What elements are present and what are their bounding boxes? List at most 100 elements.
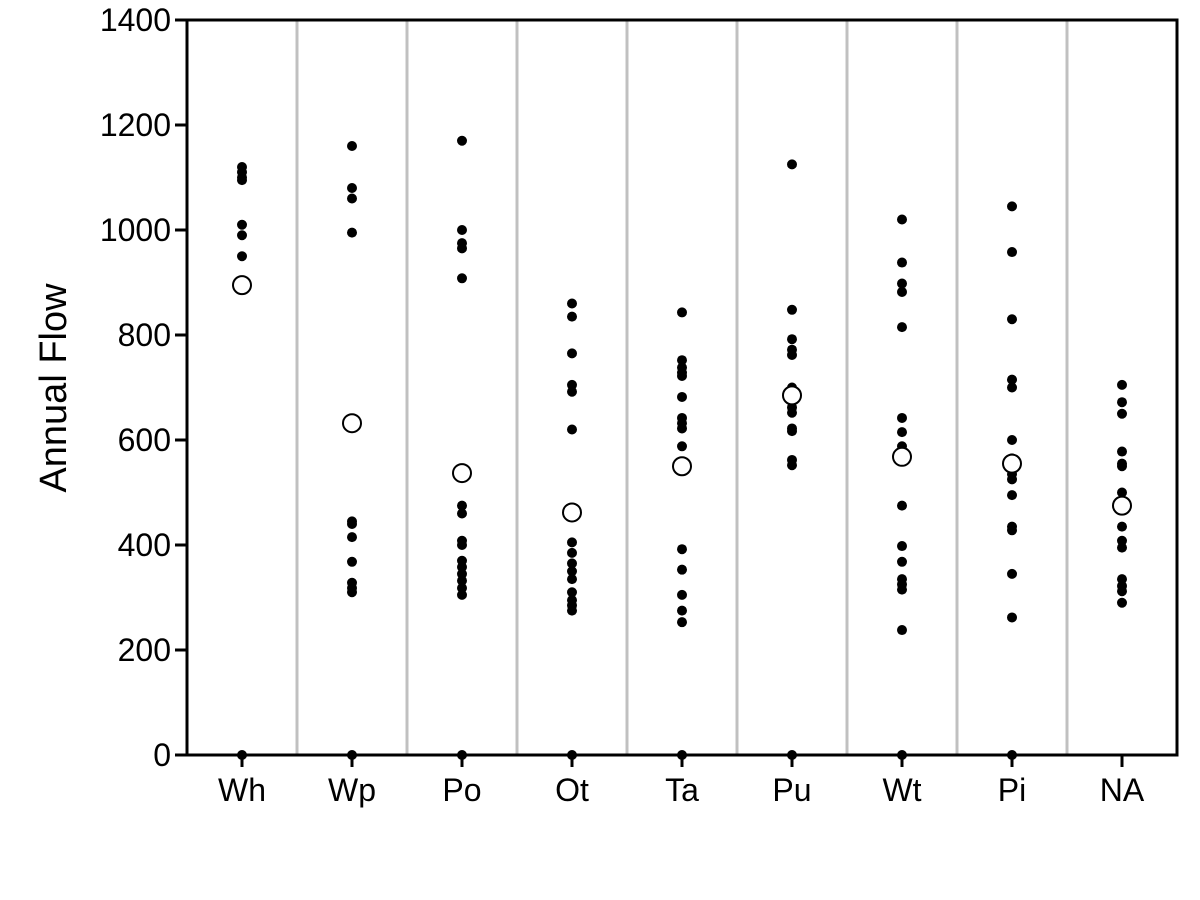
x-axis: Wh Wp Po Ot Ta Pu Wt Pi NA — [218, 755, 1145, 808]
data-point — [347, 532, 357, 543]
x-tick-label: NA — [1100, 772, 1145, 808]
mean-marker — [562, 502, 582, 523]
data-point — [677, 423, 687, 434]
data-point — [1007, 435, 1017, 445]
data-point — [1007, 490, 1017, 501]
data-point — [457, 575, 467, 586]
data-point — [1007, 247, 1017, 258]
data-point — [237, 230, 247, 241]
data-point — [897, 556, 907, 567]
data-point — [1007, 568, 1017, 579]
data-point — [347, 193, 357, 204]
data-point — [1007, 314, 1017, 325]
data-point — [1007, 474, 1017, 485]
data-point — [787, 334, 797, 345]
data-point — [567, 547, 577, 558]
x-tick-label: Wp — [328, 772, 376, 808]
data-point — [677, 544, 687, 555]
data-point — [1007, 750, 1017, 760]
y-tick-label: 1000 — [100, 212, 171, 248]
x-tick-label: Pu — [772, 772, 811, 808]
data-point — [897, 214, 907, 225]
data-point — [787, 460, 797, 471]
data-point — [567, 424, 577, 435]
data-point — [237, 251, 247, 262]
data-point — [677, 370, 687, 381]
data-point — [1007, 374, 1017, 385]
data-point — [237, 750, 247, 760]
mean-markers — [232, 275, 1132, 523]
data-point — [1117, 521, 1127, 532]
data-point — [677, 605, 687, 616]
data-point — [677, 355, 687, 366]
mean-marker — [1112, 495, 1132, 516]
data-point — [567, 298, 577, 309]
category-separators — [295, 20, 1069, 755]
data-point — [347, 227, 357, 238]
data-point — [567, 537, 577, 548]
mean-marker — [232, 275, 252, 296]
data-point — [1117, 586, 1127, 597]
mean-marker — [892, 446, 912, 467]
data-point — [1007, 382, 1017, 393]
y-tick-label: 1200 — [100, 107, 171, 143]
mean-marker — [342, 413, 362, 434]
y-tick-label: 1400 — [100, 2, 171, 38]
data-point — [457, 540, 467, 550]
data-point — [897, 278, 907, 289]
data-point — [567, 386, 577, 397]
data-point — [567, 348, 577, 359]
data-point — [457, 243, 467, 254]
data-point — [897, 286, 907, 297]
mean-marker — [1002, 453, 1022, 474]
plot-border — [185, 18, 1179, 757]
data-point — [897, 500, 907, 511]
x-tick-label: Ot — [555, 772, 589, 808]
data-point — [787, 159, 797, 170]
data-point — [1007, 525, 1017, 536]
data-point — [1117, 542, 1127, 553]
data-point — [457, 750, 467, 760]
data-point — [787, 304, 797, 315]
data-point — [1117, 408, 1127, 419]
data-point — [457, 508, 467, 519]
data-point — [347, 141, 357, 151]
x-tick-label: Pi — [998, 772, 1026, 808]
mean-marker — [672, 456, 692, 477]
data-point — [567, 574, 577, 585]
x-tick-label: Wh — [218, 772, 266, 808]
data-point — [457, 225, 467, 235]
data-points — [237, 135, 1127, 760]
mean-marker — [782, 385, 802, 406]
data-point — [897, 750, 907, 760]
plot-frame — [185, 18, 1179, 757]
data-point — [567, 587, 577, 598]
data-point — [787, 407, 797, 418]
x-tick-label: Wt — [882, 772, 921, 808]
data-point — [567, 605, 577, 616]
data-point — [457, 500, 467, 511]
data-point — [1007, 612, 1017, 623]
data-point — [897, 257, 907, 268]
data-point — [897, 584, 907, 595]
data-point — [347, 587, 357, 598]
x-tick-label: Ta — [665, 772, 699, 808]
data-point — [567, 750, 577, 760]
data-point — [1117, 446, 1127, 457]
data-point — [567, 558, 577, 569]
data-point — [457, 589, 467, 600]
y-tick-label: 800 — [118, 317, 171, 353]
data-point — [897, 541, 907, 552]
data-point — [347, 183, 357, 193]
data-point — [567, 566, 577, 577]
data-point — [567, 311, 577, 322]
y-tick-label: 0 — [153, 737, 171, 773]
data-point — [1117, 397, 1127, 408]
y-tick-label: 400 — [118, 527, 171, 563]
y-axis-title: Annual Flow — [33, 283, 75, 493]
y-axis: 0 200 400 600 800 1000 1200 1400 — [100, 2, 187, 773]
data-point — [677, 589, 687, 600]
data-point — [787, 349, 797, 360]
data-point — [1117, 597, 1127, 608]
